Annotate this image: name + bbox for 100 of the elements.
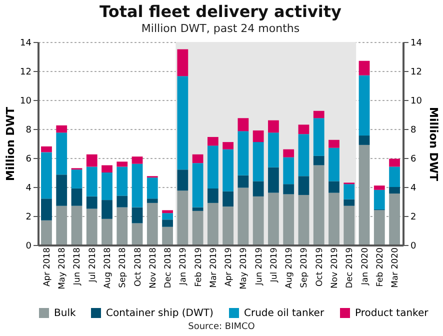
- bar: [268, 167, 279, 193]
- bar: [268, 132, 279, 168]
- bar: [374, 210, 385, 245]
- legend-label: Container ship (DWT): [106, 308, 214, 319]
- bar: [192, 207, 204, 211]
- bar: [146, 178, 158, 199]
- bar: [252, 181, 264, 196]
- bar: [252, 130, 264, 142]
- bar: [222, 206, 234, 245]
- bar: [132, 207, 143, 224]
- bar: [389, 187, 400, 194]
- bar: [41, 152, 52, 199]
- y-tick-label: 2: [26, 212, 32, 222]
- y2-tick-label: 2: [410, 212, 416, 222]
- x-tick-label: Mar 2020: [390, 248, 401, 288]
- bar: [222, 149, 234, 192]
- bar: [41, 220, 52, 245]
- bar: [192, 210, 204, 245]
- x-tick-label: Jul 2018: [88, 248, 98, 284]
- bar: [162, 226, 173, 245]
- x-tick-label: Nov 2019: [330, 248, 340, 288]
- chart-subtitle: Million DWT, past 24 months: [141, 22, 300, 35]
- bar: [283, 157, 294, 184]
- bar: [102, 172, 112, 200]
- bar: [374, 186, 385, 190]
- bar: [116, 196, 128, 208]
- bar: [116, 162, 128, 167]
- bar: [207, 136, 218, 146]
- y-axis-title: Million DWT: [4, 106, 18, 182]
- bar: [86, 196, 98, 209]
- y-tick-label: 12: [20, 68, 32, 78]
- bar: [56, 125, 68, 133]
- bar: [56, 174, 68, 206]
- chart-title: Total fleet delivery activity: [100, 2, 342, 21]
- bar: [132, 223, 143, 245]
- bar: [116, 166, 128, 196]
- bar: [268, 192, 279, 245]
- bar: [358, 75, 370, 136]
- y-tick-label: 6: [26, 154, 32, 164]
- x-tick-label: Aug 2018: [103, 248, 114, 288]
- bar: [56, 132, 68, 175]
- bar: [207, 188, 218, 203]
- bar: [102, 165, 112, 172]
- y-tick-label: 14: [20, 38, 32, 48]
- y2-tick-label: 10: [410, 96, 422, 106]
- x-tick-label: Jan 2019: [178, 248, 189, 286]
- bar: [71, 170, 82, 188]
- x-tick-label: Apr 2019: [224, 248, 234, 287]
- bar: [238, 188, 249, 245]
- bar: [116, 207, 128, 245]
- bar: [222, 191, 234, 207]
- bar: [344, 184, 355, 200]
- y2-tick-label: 4: [410, 184, 416, 194]
- bar: [132, 156, 143, 164]
- y-tick-label: 4: [26, 184, 32, 194]
- legend-label: Product tanker: [355, 308, 430, 319]
- bar: [86, 166, 98, 196]
- bar: [358, 136, 370, 145]
- y2-tick-label: 14: [410, 38, 422, 48]
- x-tick-label: Oct 2019: [314, 248, 325, 287]
- bar: [192, 154, 204, 164]
- bar: [146, 202, 158, 245]
- bar: [374, 190, 385, 210]
- x-tick-label: May 2019: [239, 248, 250, 290]
- bar: [177, 49, 188, 76]
- bar: [222, 142, 234, 150]
- bar: [132, 164, 143, 208]
- x-tick-label: Dec 2018: [164, 248, 174, 288]
- x-tick-label: Jun 2018: [72, 248, 83, 286]
- bar: [192, 163, 204, 208]
- bar: [56, 206, 68, 245]
- bar: [313, 110, 324, 118]
- x-tick-label: Feb 2020: [375, 248, 386, 287]
- bar: [86, 154, 98, 167]
- y-tick-label: 0: [26, 242, 32, 252]
- bar: [358, 144, 370, 245]
- bar: [283, 194, 294, 245]
- bar: [177, 170, 188, 191]
- bar: [328, 148, 340, 182]
- bar: [238, 131, 249, 176]
- bar: [102, 200, 112, 219]
- y2-tick-label: 8: [410, 126, 416, 136]
- bar: [313, 165, 324, 245]
- bar: [328, 181, 340, 193]
- bar: [283, 149, 294, 158]
- bar: [298, 176, 310, 195]
- x-tick-label: Jul 2019: [269, 248, 280, 284]
- bar: [298, 194, 310, 245]
- x-tick-label: Nov 2018: [148, 248, 158, 288]
- bar: [41, 198, 52, 220]
- bar: [313, 118, 324, 156]
- bar: [344, 199, 355, 206]
- bar: [252, 142, 264, 182]
- bar: [252, 196, 264, 245]
- bar: [238, 175, 249, 188]
- bar: [207, 202, 218, 245]
- bar: [102, 218, 112, 245]
- x-tick-label: Oct 2018: [133, 248, 144, 287]
- y2-tick-label: 0: [410, 242, 416, 252]
- x-tick-label: May 2018: [58, 248, 68, 290]
